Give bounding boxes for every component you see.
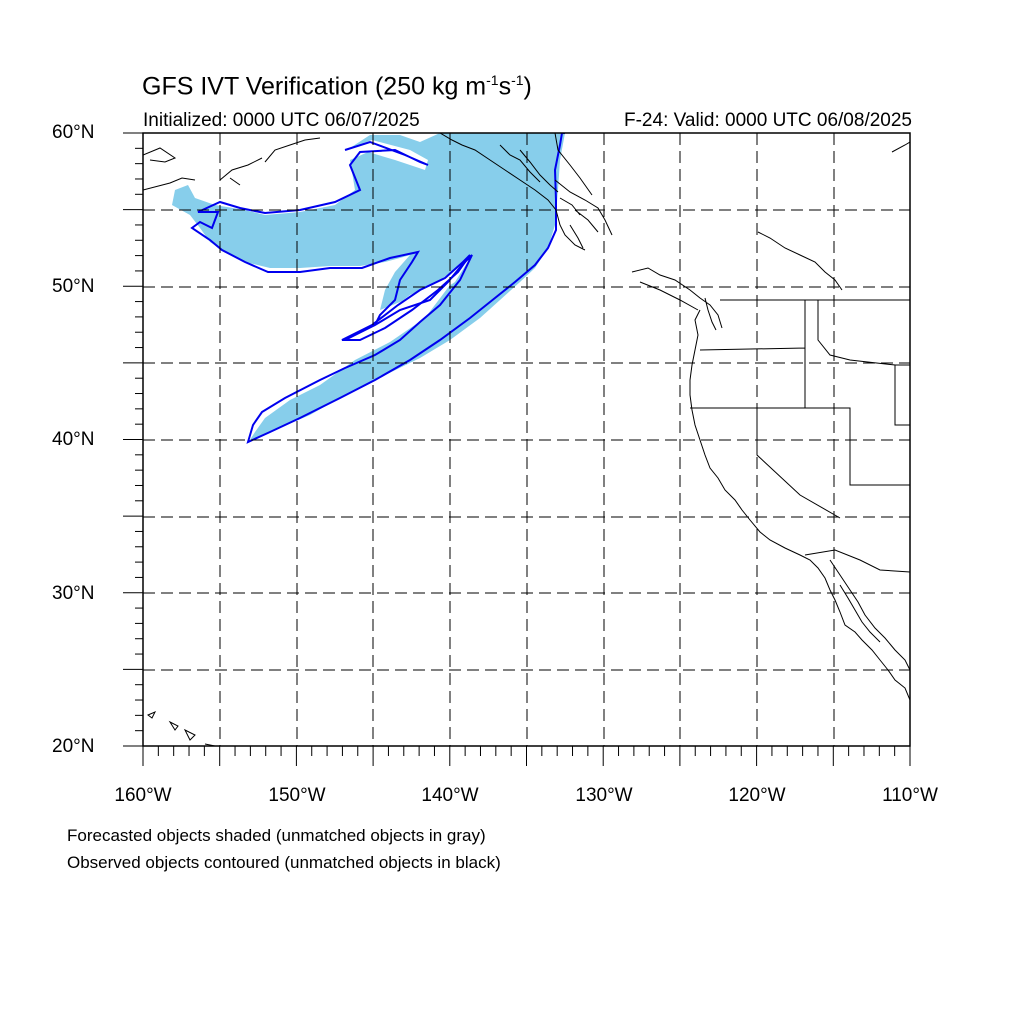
coastlines [143, 133, 910, 746]
lat-label-20n: 20°N [52, 736, 95, 757]
coastline-baja [829, 559, 910, 671]
axis-ticks [123, 132, 911, 766]
lat-label-30n: 30°N [52, 583, 95, 604]
lon-label-140w: 140°W [421, 785, 479, 806]
observed-contour-slit [341, 254, 471, 341]
note-observed: Observed objects contoured (unmatched ob… [67, 853, 501, 872]
observed-objects [190, 133, 565, 444]
lon-label-130w: 130°W [575, 785, 633, 806]
lat-label-50n: 50°N [52, 276, 95, 297]
lat-label-40n: 40°N [52, 429, 95, 450]
note-forecast: Forecasted objects shaded (unmatched obj… [67, 826, 486, 845]
chart-title: GFS IVT Verification (250 kg m-1s-1) [142, 72, 532, 101]
initialized-time: Initialized: 0000 UTC 06/07/2025 [143, 110, 420, 131]
border-alaska-canada [554, 133, 593, 196]
graticule [143, 133, 910, 746]
lat-label-60n: 60°N [52, 122, 95, 143]
map-frame [142, 132, 911, 747]
coastline-alaska [143, 133, 613, 251]
lon-label-120w: 120°W [728, 785, 786, 806]
lon-label-110w: 110°W [882, 785, 938, 806]
coastline-british-columbia [631, 267, 723, 331]
coastline-hawaii [147, 711, 216, 746]
observed-contour-main [190, 133, 565, 444]
lon-label-150w: 150°W [268, 785, 326, 806]
valid-time: F-24: Valid: 0000 UTC 06/08/2025 [624, 110, 912, 131]
lon-label-160w: 160°W [114, 785, 172, 806]
coastline-west-us [689, 309, 910, 701]
forecast-object-main [172, 133, 565, 443]
border-states [690, 300, 910, 573]
coastline-great-lakes-north [757, 141, 910, 291]
